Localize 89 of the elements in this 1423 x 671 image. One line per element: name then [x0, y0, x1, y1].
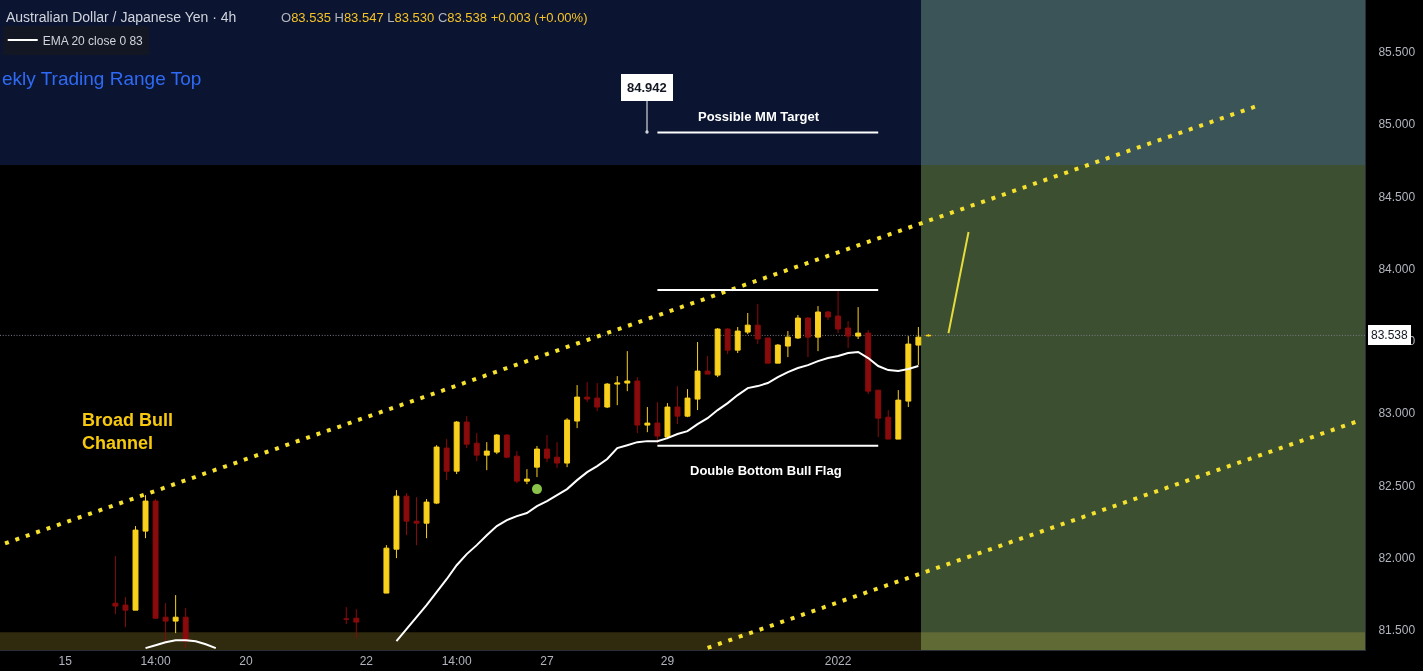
candlestick: [654, 401, 661, 444]
candlestick: [473, 432, 480, 462]
candlestick: [764, 337, 771, 364]
candlestick: [885, 409, 892, 440]
candlestick: [905, 335, 912, 408]
candlestick: [734, 326, 741, 354]
candlestick: [523, 468, 530, 485]
x-tick-label: 15: [58, 654, 73, 669]
x-tick-label: 14:00: [441, 654, 473, 669]
x-tick-label: 29: [660, 654, 675, 669]
x-tick-label: 2022: [824, 654, 852, 669]
x-tick-label: 14:00: [140, 654, 171, 669]
candlestick: [172, 594, 179, 634]
y-tick-label: 82.000: [1378, 550, 1416, 565]
candlestick: [433, 444, 440, 505]
candlestick: [574, 384, 581, 429]
candlestick: [483, 441, 490, 471]
legend-label: EMA 20 close 0 83: [42, 33, 144, 48]
candlestick: [875, 389, 882, 438]
candlestick: [152, 498, 159, 619]
y-tick-label: 81.500: [1378, 622, 1416, 637]
candlestick: [383, 544, 390, 594]
candlestick: [122, 596, 129, 628]
y-tick-label: 82.500: [1378, 478, 1416, 493]
candlestick: [544, 434, 550, 463]
candlestick: [774, 343, 781, 364]
candlestick: [815, 305, 821, 352]
candlestick: [403, 492, 410, 536]
text: Australian Dollar / Japanese Yen · 4h: [6, 8, 237, 25]
candlestick: [865, 329, 872, 395]
candlestick: [714, 327, 721, 378]
candlestick: [634, 376, 641, 434]
candlestick: [915, 326, 922, 366]
candlestick: [503, 433, 510, 459]
annotation: Possible MM Target: [698, 109, 820, 124]
y-tick-label: 84.500: [1378, 189, 1416, 204]
candlestick: [353, 608, 360, 639]
candlestick: [754, 303, 761, 345]
candlestick: [162, 602, 169, 643]
y-tick-label: 83.000: [1378, 406, 1416, 421]
candlestick: [784, 330, 791, 358]
y-tick-label: 84.000: [1378, 261, 1416, 276]
candlestick: [463, 415, 470, 449]
candlestick: [794, 314, 801, 340]
text: O83.535 H83.547 L83.530 C83.538 +0.003 (+0.00%): [281, 10, 588, 25]
candlestick: [664, 402, 671, 440]
candlestick: [805, 316, 811, 358]
candlestick: [182, 607, 189, 649]
candlestick: [423, 498, 430, 539]
candlestick: [855, 306, 862, 340]
candlestick: [624, 350, 631, 392]
annotation: Double Bottom Bull Flag: [690, 463, 842, 478]
candlestick: [142, 494, 149, 539]
candlestick: [443, 438, 450, 481]
candlestick: [845, 320, 852, 349]
annotation: 84.942: [627, 80, 667, 95]
candlestick: [453, 420, 460, 475]
y-tick-label: 85.500: [1378, 45, 1416, 60]
candlestick: [132, 525, 139, 611]
candlestick: [674, 385, 681, 425]
candlestick: [513, 450, 520, 484]
candlestick: [704, 355, 711, 375]
candlestick: [835, 290, 842, 334]
ref-line-label: 83.538: [1371, 328, 1409, 342]
candlestick: [724, 327, 731, 355]
candlestick: [644, 406, 651, 433]
candlestick: [564, 417, 571, 468]
candlestick: [393, 489, 400, 559]
candlestick: [594, 382, 601, 412]
candlestick: [343, 606, 350, 625]
candlestick: [614, 375, 621, 406]
x-tick-label: 22: [359, 654, 374, 669]
candlestick: [534, 445, 540, 478]
candlestick: [895, 389, 902, 440]
candlestick: [744, 312, 751, 335]
x-tick-label: 20: [239, 654, 253, 669]
candlestick: [604, 382, 611, 409]
candlestick: [694, 341, 701, 411]
candlestick: [684, 388, 691, 418]
candlestick: [584, 381, 591, 403]
band-label: ekly Trading Range Top: [2, 68, 202, 89]
candlestick: [493, 433, 500, 455]
candlestick: [413, 496, 420, 546]
y-tick-label: 85.000: [1378, 117, 1416, 132]
candlestick: [825, 310, 831, 321]
x-tick-label: 27: [540, 654, 554, 669]
annotation: Broad Bull Channel: [82, 410, 174, 454]
candlestick: [112, 555, 119, 615]
candlestick: [554, 441, 560, 469]
